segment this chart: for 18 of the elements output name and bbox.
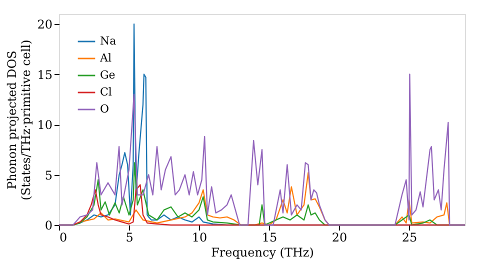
legend-label: Na [100, 34, 117, 48]
x-tick-label: 0 [60, 230, 68, 244]
y-tick-label: 15 [37, 68, 52, 82]
legend-label: O [100, 102, 110, 116]
y-tick-label: 5 [44, 168, 52, 182]
x-tick-label: 10 [192, 230, 208, 244]
y-axis-title: Phonon projected DOS (States/THz·primitive cell) [5, 40, 34, 200]
x-tick-label: 25 [402, 230, 418, 244]
x-tick-label: 15 [262, 230, 278, 244]
legend-label: Cl [100, 86, 112, 98]
y-tick-label: 20 [37, 18, 52, 32]
legend-label: Al [99, 52, 112, 64]
x-tick-label: 20 [332, 230, 348, 244]
x-tick-label: 5 [126, 230, 134, 244]
x-axis-title: Frequency (THz) [211, 246, 314, 260]
legend-label: Ge [100, 68, 116, 82]
y-tick-label: 10 [37, 118, 52, 132]
y-tick-label: 0 [44, 218, 52, 232]
